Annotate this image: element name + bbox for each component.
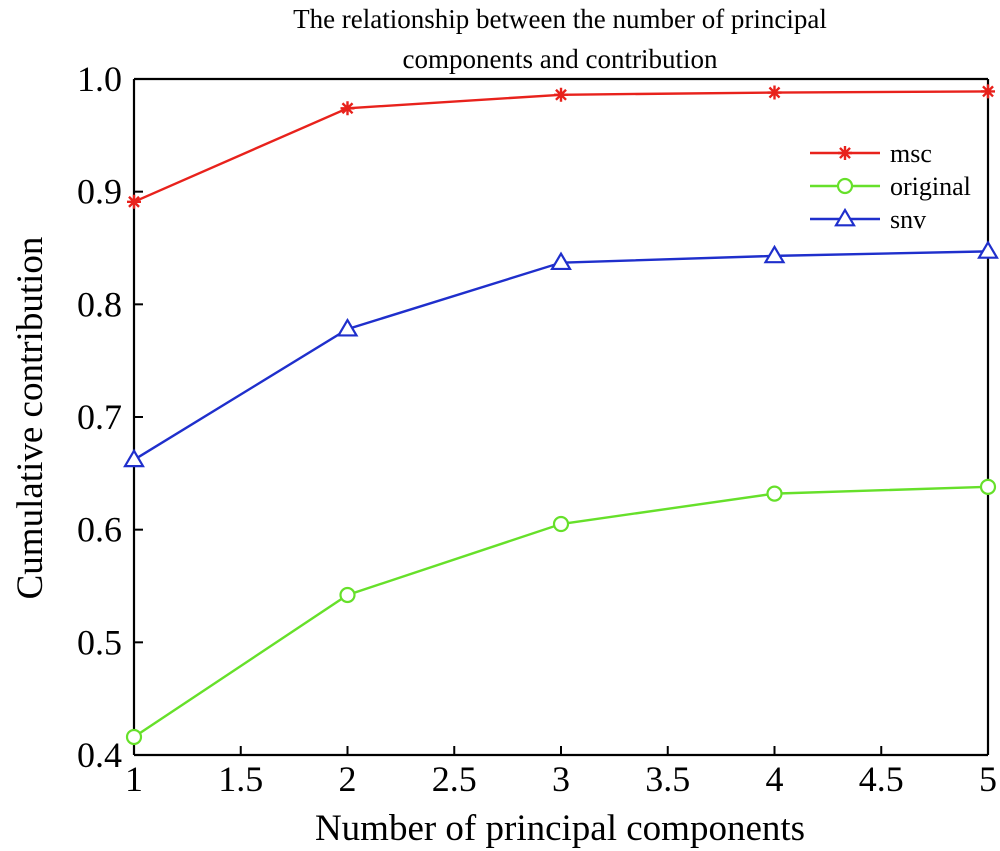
legend-item-snv: snv xyxy=(810,205,926,234)
x-tick-label: 3 xyxy=(552,759,570,799)
y-tick-label: 0.9 xyxy=(77,172,122,212)
data-point-msc xyxy=(340,101,355,116)
data-point-snv-shape xyxy=(550,251,572,271)
x-tick-label: 4 xyxy=(766,759,784,799)
x-axis-label: Number of principal components xyxy=(315,808,805,849)
data-point-original xyxy=(339,586,356,604)
data-point-snv xyxy=(123,448,145,468)
data-point-snv-shape xyxy=(763,244,786,264)
y-tick-label: 0.4 xyxy=(77,735,122,775)
data-point-msc-shape xyxy=(981,84,995,99)
y-tick-label: 0.7 xyxy=(77,397,122,437)
series-line-snv xyxy=(133,250,989,461)
legend-item-original: original xyxy=(810,172,971,201)
data-point-snv xyxy=(977,240,999,259)
data-point-msc xyxy=(554,87,568,102)
data-point-original-shape xyxy=(339,586,356,604)
legend: msc original snv xyxy=(810,139,971,234)
data-point-snv-shape xyxy=(123,448,145,468)
data-point-original xyxy=(979,478,997,495)
data-point-msc xyxy=(127,194,141,209)
data-point-original-shape xyxy=(125,728,143,746)
legend-marker-shape xyxy=(836,177,854,195)
data-point-msc-shape xyxy=(127,194,141,209)
x-tick-label: 4.5 xyxy=(859,759,904,799)
legend-label: original xyxy=(890,172,971,201)
data-point-original-shape xyxy=(766,485,783,502)
data-point-snv-shape xyxy=(336,317,359,337)
legend-label: msc xyxy=(890,139,932,168)
data-point-original xyxy=(766,485,783,502)
data-point-msc-shape xyxy=(554,87,568,102)
chart-title-line-2: components and contribution xyxy=(403,44,718,74)
plot-area: 1 1.5 2 2.5 3 3.5 4 4.5 5 0.4 0.5 0.6 0.7 0.8 0.9 1.0 ms… xyxy=(77,59,999,799)
data-point-msc-shape xyxy=(340,101,355,116)
data-point-original xyxy=(552,515,570,533)
data-point-original-shape xyxy=(979,478,997,495)
data-point-snv-shape xyxy=(977,240,999,259)
x-tick-label: 2.5 xyxy=(432,759,477,799)
x-tick-label: 1 xyxy=(125,759,143,799)
data-point-original xyxy=(125,728,143,746)
x-tick-label: 5 xyxy=(979,759,997,799)
y-axis-label: Cumulative contribution xyxy=(10,237,51,600)
legend-item-msc: msc xyxy=(810,139,932,168)
data-point-snv xyxy=(336,317,359,337)
y-tick-label: 1.0 xyxy=(77,59,122,99)
x-tick-label: 3.5 xyxy=(645,759,690,799)
legend-marker xyxy=(838,146,852,160)
legend-label: snv xyxy=(890,205,926,234)
y-tick-label: 0.8 xyxy=(77,284,122,324)
data-point-msc xyxy=(981,84,995,99)
legend-marker xyxy=(834,207,856,227)
data-point-snv xyxy=(550,251,572,271)
legend-marker xyxy=(836,177,854,195)
data-point-original-shape xyxy=(552,515,570,533)
y-tick-label: 0.5 xyxy=(77,622,122,662)
x-tick-label: 2 xyxy=(339,759,357,799)
legend-marker-shape xyxy=(838,146,852,160)
data-point-msc xyxy=(767,85,782,100)
y-tick-label: 0.6 xyxy=(77,510,122,550)
chart-title-line-1: The relationship between the number of p… xyxy=(293,4,827,34)
data-point-msc-shape xyxy=(767,85,782,100)
legend-marker-shape xyxy=(834,207,856,227)
data-point-snv xyxy=(763,244,786,264)
x-tick-label: 1.5 xyxy=(218,759,263,799)
